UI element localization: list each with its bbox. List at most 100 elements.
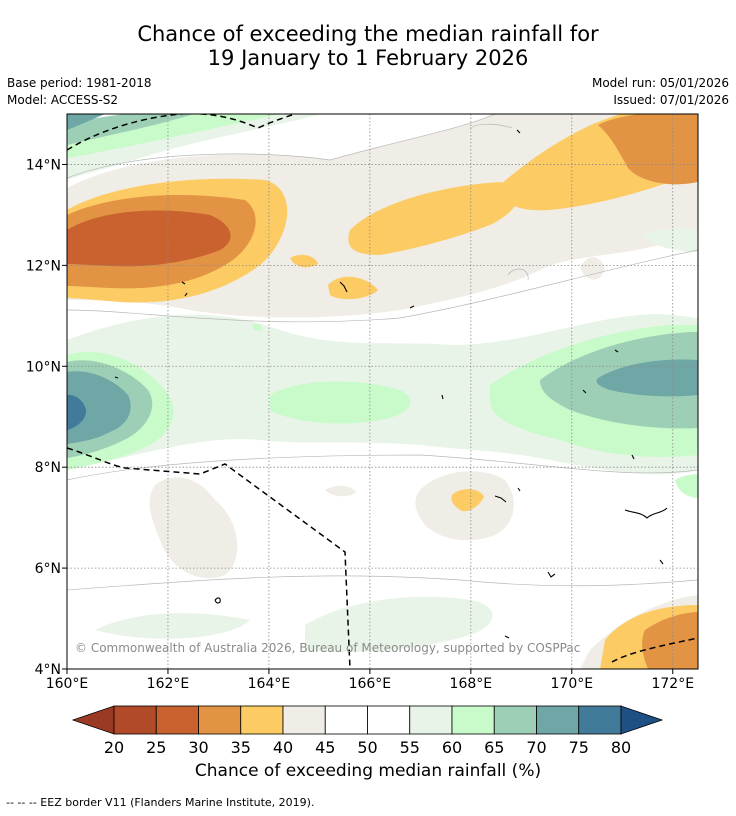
lat-tick-label: 4°N (35, 662, 61, 678)
contour-line (507, 268, 529, 281)
island-outline (631, 454, 635, 460)
island-outline (547, 571, 556, 578)
island-outline (516, 129, 521, 134)
colorbar-extend-low (71, 705, 115, 735)
island-outline (659, 559, 664, 565)
light-green-center (270, 381, 411, 424)
contour-line (67, 114, 497, 179)
pale-green-east-small (640, 227, 698, 252)
island-outline (582, 389, 587, 394)
map-title-line-1: Chance of exceeding the median rainfall … (137, 22, 599, 46)
blue-west (67, 394, 87, 430)
contour-line (469, 123, 513, 129)
colorbar-bin (240, 705, 284, 735)
lat-tick-label: 12°N (26, 258, 61, 274)
colorbar-tick-label: 20 (104, 738, 124, 757)
map-title-line-2: 19 January to 1 February 2026 (207, 46, 529, 70)
island-outline (504, 635, 510, 639)
colorbar-bin (493, 705, 537, 735)
teal-north (67, 114, 106, 130)
island-outline (214, 597, 221, 604)
islands (114, 129, 668, 639)
eez-border (67, 114, 698, 669)
island-outline (494, 495, 507, 503)
eez-border-north (67, 114, 297, 151)
pale-green-southwest (95, 613, 250, 639)
taupe-zone-west (149, 477, 238, 579)
copyright-notice: © Commonwealth of Australia 2026, Bureau… (75, 641, 581, 655)
colorbar-tick-label: 30 (188, 738, 208, 757)
colorbar-bin (409, 705, 453, 735)
eez-border-legend: -- -- -- EEZ border V11 (Flanders Marine… (6, 796, 315, 809)
taupe-zone-east (580, 257, 605, 280)
green-north (67, 114, 194, 145)
lat-tick-label: 6°N (35, 561, 61, 577)
light-green-dot (252, 323, 262, 331)
plot-frame (66, 113, 699, 670)
colorbar-bin (113, 705, 157, 735)
colorbar-bin (324, 705, 368, 735)
island-outline (181, 281, 186, 285)
lon-tick-label: 164°E (248, 676, 291, 692)
pale-green-south (305, 596, 493, 652)
colorbar-extend-high (620, 705, 664, 735)
island-outline (614, 349, 619, 353)
colorbar: 20 25 30 35 40 45 50 55 60 65 70 75 80 (71, 705, 664, 757)
orange-southeast (642, 612, 698, 669)
colorbar-label: Chance of exceeding median rainfall (%) (194, 761, 542, 781)
island-outline (114, 376, 119, 379)
island-outline (409, 305, 415, 309)
colorbar-tick-label: 45 (315, 738, 335, 757)
lon-tick-label: 170°E (551, 676, 594, 692)
base-period: Base period: 1981-2018 (7, 76, 152, 90)
colorbar-bin (536, 705, 580, 735)
contour-lines (67, 114, 698, 591)
lon-tick-label: 162°E (147, 676, 190, 692)
colorbar-tick-label: 75 (569, 738, 589, 757)
island-outline (624, 507, 668, 519)
light-green-east-small (675, 474, 698, 498)
colorbar-bin (155, 705, 199, 735)
yellow-small-3 (451, 489, 484, 512)
island-outline (184, 292, 188, 297)
teal-west (67, 371, 131, 444)
issued-date: Issued: 07/01/2026 (613, 93, 729, 107)
colorbar-bin (198, 705, 242, 735)
contour-line (67, 575, 698, 591)
contour-line (67, 454, 698, 481)
colorbar-tick-label: 40 (273, 738, 293, 757)
model-run-date: Model run: 05/01/2026 (591, 76, 729, 90)
dark-orange-west (67, 210, 231, 267)
gridlines (67, 114, 698, 669)
colorbar-tick-label: 25 (146, 738, 166, 757)
taupe-zone-small (325, 485, 356, 497)
colorbar-tick-label: 55 (400, 738, 420, 757)
colorbar-tick-label: 50 (357, 738, 377, 757)
lon-tick-label: 168°E (450, 676, 493, 692)
colorbar-tick-label: 65 (484, 738, 504, 757)
colorbar-tick-label: 60 (442, 738, 462, 757)
lon-tick-label: 160°E (46, 676, 89, 692)
axis-ticks: 160°E 162°E 164°E 166°E 168°E 170°E 172°E 4°N 6°… (26, 157, 694, 692)
model-name: Model: ACCESS-S2 (7, 93, 119, 107)
lon-tick-label: 172°E (651, 676, 694, 692)
colorbar-tick-label: 35 (231, 738, 251, 757)
island-outline (517, 487, 521, 492)
eez-border-west (67, 447, 351, 669)
island-outline (441, 394, 444, 400)
island-outline (339, 281, 348, 293)
lat-tick-label: 14°N (26, 157, 61, 173)
colorbar-tick-label: 70 (526, 738, 546, 757)
yellow-small-1 (290, 254, 318, 268)
yellow-center (348, 182, 519, 255)
colorbar-tick-label: 80 (611, 738, 631, 757)
probability-field (67, 114, 698, 669)
lat-tick-label: 8°N (35, 460, 61, 476)
colorbar-bin (367, 705, 411, 735)
colorbar-bin (282, 705, 326, 735)
colorbar-bin (578, 705, 622, 735)
contour-line (67, 249, 698, 323)
lon-tick-label: 166°E (349, 676, 392, 692)
colorbar-bin (451, 705, 495, 735)
